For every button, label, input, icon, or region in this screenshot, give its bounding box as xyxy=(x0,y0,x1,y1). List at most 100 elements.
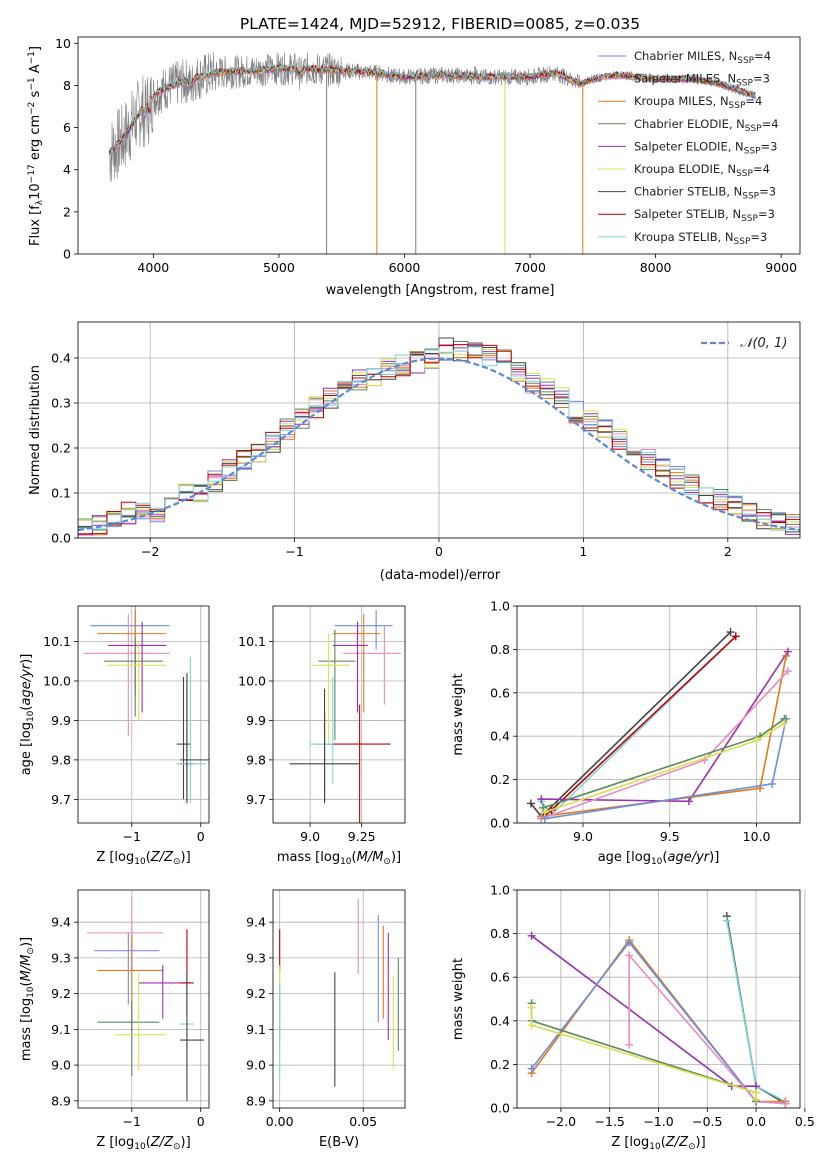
x-tick-label: 0 xyxy=(197,829,205,844)
x-tick-label: 5000 xyxy=(263,260,295,275)
plus-marker xyxy=(731,632,740,641)
plus-marker xyxy=(782,651,791,660)
model-spectrum-line xyxy=(109,63,756,154)
axes-frame xyxy=(272,889,406,1109)
series-line xyxy=(542,718,785,809)
x-axis-label: mass [log10(M/M⊙)] xyxy=(277,850,401,867)
plus-marker xyxy=(781,1099,790,1108)
plus-marker xyxy=(537,795,546,804)
histogram-legend: 𝒩(0, 1) xyxy=(701,336,787,351)
y-tick-label: 6 xyxy=(63,120,71,135)
y-axis-label: mass [log10(M/M⊙)] xyxy=(19,937,36,1061)
histogram-step-line xyxy=(78,344,800,535)
spectrum-legend: Chabrier MILES, NSSP=4 Salpeter MILES, NS… xyxy=(598,49,779,247)
ticks: −2.0 −1.5 −1.0 −0.5 0.0 0.5 0.0 0.2 0.4 0.6 0.8 1.0 xyxy=(490,883,815,1130)
legend-label: Kroupa STELIB, NSSP=3 xyxy=(634,230,767,247)
ticks: −1 0 9.7 9.8 9.9 10.0 10.1 xyxy=(43,634,205,844)
ticks: −1 0 8.9 9.0 9.1 9.2 9.3 9.4 xyxy=(51,915,205,1129)
plot-area xyxy=(78,606,209,823)
plus-marker xyxy=(752,1095,761,1104)
y-tick-label: 0.2 xyxy=(51,441,71,456)
legend-label: Salpeter MILES, NSSP=3 xyxy=(634,72,770,89)
y-tick-label: 9.8 xyxy=(51,752,71,767)
y-tick-label: 10.1 xyxy=(238,634,266,649)
plus-marker xyxy=(527,1064,536,1073)
x-tick-label: 7000 xyxy=(514,260,546,275)
x-tick-label: 1 xyxy=(579,544,587,559)
y-tick-label: 0.4 xyxy=(490,1013,510,1028)
series-line xyxy=(530,1007,757,1100)
x-tick-label: −1 xyxy=(285,544,303,559)
x-axis-label: age [log10(age/yr)] xyxy=(598,850,720,867)
axes-frame xyxy=(77,889,210,1109)
y-tick-label: 10 xyxy=(55,36,71,51)
y-tick-label: 9.0 xyxy=(51,1058,71,1073)
x-tick-label: 0.05 xyxy=(349,1114,377,1129)
x-tick-label: 0.00 xyxy=(266,1114,294,1129)
y-tick-label: 9.2 xyxy=(51,986,71,1001)
y-tick-label: 2 xyxy=(63,204,71,219)
x-tick-label: 9.5 xyxy=(660,829,680,844)
plus-marker xyxy=(625,938,634,947)
x-tick-label: 0.0 xyxy=(746,1114,766,1129)
x-tick-label: 9.25 xyxy=(348,829,376,844)
age-vs-metallicity-panel: −1 0 9.7 9.8 9.9 10.0 10.1 Z [log10(Z/Z⊙)] age [… xyxy=(19,605,210,867)
ticks: 9.0 9.5 10.0 0.0 0.2 0.4 0.6 0.8 1.0 xyxy=(490,599,770,845)
spectrum-ticks: 4000 5000 6000 7000 8000 9000 0 2 4 6 8 10 xyxy=(55,36,797,275)
plus-marker xyxy=(783,647,792,656)
x-axis-label: Z [log10(Z/Z⊙)] xyxy=(611,1135,705,1152)
x-tick-label: 0 xyxy=(197,1114,205,1129)
plus-marker xyxy=(526,799,535,808)
x-axis-label: E(B-V) xyxy=(319,1135,359,1150)
mass-weight-vs-age-panel: 9.0 9.5 10.0 0.0 0.2 0.4 0.6 0.8 1.0 age [log10(a… xyxy=(451,599,801,867)
y-tick-label: 0.6 xyxy=(490,685,510,700)
y-tick-label: 9.9 xyxy=(246,713,266,728)
y-tick-label: 0.0 xyxy=(51,531,71,546)
plus-marker xyxy=(684,797,693,806)
spectrum-marks xyxy=(108,51,757,254)
x-tick-label: 9000 xyxy=(765,260,797,275)
x-tick-label: 10.0 xyxy=(743,829,771,844)
y-tick-label: 9.7 xyxy=(246,792,266,807)
histogram-step-line xyxy=(78,346,800,531)
x-tick-label: 8000 xyxy=(640,260,672,275)
x-tick-label: 0.5 xyxy=(795,1114,815,1129)
y-tick-label: 9.2 xyxy=(246,986,266,1001)
legend-label: Kroupa MILES, NSSP=4 xyxy=(634,94,762,111)
y-tick-label: 9.1 xyxy=(51,1022,71,1037)
plus-marker xyxy=(625,1040,634,1049)
y-tick-label: 0.2 xyxy=(490,772,510,787)
y-tick-label: 9.1 xyxy=(246,1022,266,1037)
plot-area xyxy=(273,606,405,823)
y-tick-label: 9.7 xyxy=(51,792,71,807)
x-tick-label: −0.5 xyxy=(692,1114,722,1129)
y-tick-label: 9.3 xyxy=(246,950,266,965)
plus-marker xyxy=(527,931,536,940)
plot-area xyxy=(517,605,800,824)
ticks: 9.0 9.25 9.7 9.8 9.9 10.0 10.1 xyxy=(238,634,375,844)
x-tick-label: 4000 xyxy=(137,260,169,275)
series-line xyxy=(530,631,732,818)
legend-label: Chabrier ELODIE, NSSP=4 xyxy=(634,117,779,134)
legend-label: Salpeter STELIB, NSSP=3 xyxy=(634,207,775,224)
y-tick-label: 8.9 xyxy=(246,1093,266,1108)
x-tick-label: −1.0 xyxy=(643,1114,673,1129)
x-axis-label: Z [log10(Z/Z⊙)] xyxy=(96,850,190,867)
mass-vs-metallicity-panel: −1 0 8.9 9.0 9.1 9.2 9.3 9.4 Z [log10(Z/Z⊙)] mass… xyxy=(19,889,210,1152)
age-vs-mass-panel: 9.0 9.25 9.7 9.8 9.9 10.0 10.1 mass [log10(M/M⊙… xyxy=(238,605,406,867)
y-tick-label: 9.8 xyxy=(246,752,266,767)
x-tick-label: 9.0 xyxy=(573,829,593,844)
series-line xyxy=(540,635,737,820)
x-tick-label: −1 xyxy=(123,1114,141,1129)
y-tick-label: 0.1 xyxy=(51,486,71,501)
y-tick-label: 4 xyxy=(63,162,71,177)
histogram-panel: −2 −1 0 1 2 0.0 0.1 0.2 0.3 0.4 𝒩(0, 1) (data-mod… xyxy=(28,321,801,583)
y-tick-label: 9.4 xyxy=(246,915,266,930)
histogram-ticks: −2 −1 0 1 2 0.0 0.1 0.2 0.3 0.4 xyxy=(51,351,732,560)
normal-curve xyxy=(78,357,800,532)
mass-vs-extinction-panel: 0.00 0.05 8.9 9.0 9.1 9.2 9.3 9.4 E(B-V) xyxy=(246,889,406,1150)
y-tick-label: 0.3 xyxy=(51,396,71,411)
series-line xyxy=(530,1003,757,1102)
histogram-marks xyxy=(78,322,800,538)
y-axis-label: mass weight xyxy=(451,673,466,755)
